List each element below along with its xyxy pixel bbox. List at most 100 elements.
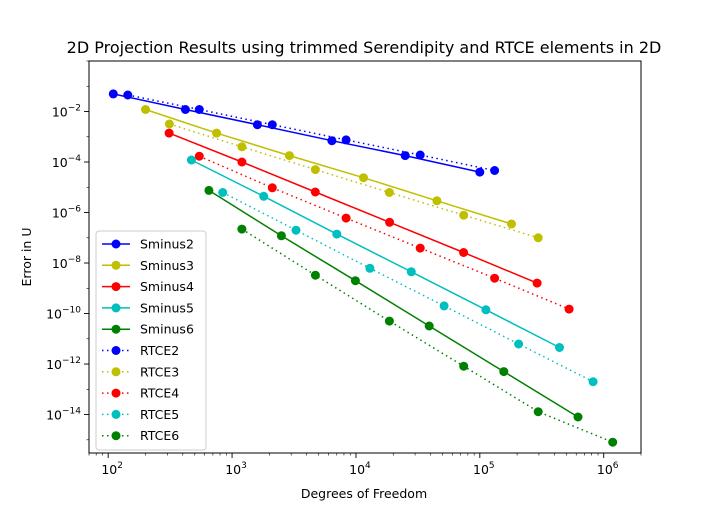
legend-box (95, 230, 207, 451)
data-point-Sminus6 (424, 321, 434, 331)
data-point-Sminus2 (327, 136, 337, 146)
legend-label-RTCE3: RTCE3 (140, 364, 179, 379)
data-point-RTCE5 (439, 301, 449, 311)
x-tick-label: 104 (349, 461, 371, 477)
data-point-RTCE3 (459, 210, 469, 220)
y-tick-label: 10−8 (52, 255, 81, 271)
data-point-Sminus4 (532, 278, 542, 288)
data-point-RTCE5 (218, 188, 228, 197)
data-point-Sminus6 (573, 412, 583, 422)
legend-marker-RTCE5 (111, 409, 121, 419)
data-point-RTCE6 (608, 437, 618, 447)
series-Sminus4 (164, 128, 542, 288)
series-line-Sminus3 (145, 108, 512, 225)
legend-marker-Sminus3 (111, 260, 121, 270)
series-RTCE3 (164, 119, 543, 243)
data-point-Sminus4 (385, 217, 395, 227)
series-line-Sminus6 (208, 189, 579, 418)
data-point-RTCE5 (588, 377, 598, 387)
legend-marker-Sminus4 (111, 282, 121, 292)
data-point-Sminus6 (499, 367, 509, 377)
data-point-Sminus3 (212, 128, 222, 138)
data-point-Sminus4 (237, 157, 247, 167)
legend-label-RTCE6: RTCE6 (140, 428, 179, 443)
legend-marker-RTCE6 (111, 431, 121, 441)
data-point-RTCE3 (310, 165, 320, 175)
data-point-RTCE6 (310, 270, 320, 280)
data-point-Sminus5 (555, 343, 564, 352)
data-point-Sminus4 (459, 248, 469, 257)
legend-label-Sminus2: Sminus2 (140, 237, 194, 252)
chart-title: 2D Projection Results using trimmed Sere… (67, 38, 662, 57)
data-point-Sminus5 (186, 155, 196, 165)
series-line-RTCE4 (199, 155, 570, 310)
legend-label-Sminus5: Sminus5 (140, 300, 194, 315)
data-point-RTCE2 (194, 105, 204, 114)
data-point-Sminus3 (141, 105, 150, 114)
data-point-Sminus5 (481, 305, 491, 315)
series-RTCE4 (194, 151, 574, 314)
series-Sminus6 (204, 185, 583, 422)
data-point-RTCE4 (194, 151, 204, 161)
y-tick-label: 10−12 (46, 356, 81, 372)
x-tick-label: 106 (597, 461, 619, 477)
legend-item-RTCE5: RTCE5 (102, 407, 179, 422)
series-Sminus3 (141, 105, 516, 229)
data-point-Sminus6 (350, 276, 360, 286)
legend-label-RTCE5: RTCE5 (140, 407, 179, 422)
y-tick-label: 10−2 (52, 104, 81, 120)
legend-label-RTCE4: RTCE4 (140, 386, 179, 401)
legend-item-RTCE2: RTCE2 (102, 343, 179, 358)
y-tick-label: 10−4 (52, 154, 81, 170)
series-line-RTCE6 (241, 228, 613, 443)
data-point-Sminus3 (284, 151, 294, 161)
data-point-RTCE5 (514, 339, 524, 349)
series-RTCE5 (218, 188, 598, 387)
legend-label-RTCE2: RTCE2 (140, 343, 179, 358)
data-point-RTCE3 (533, 233, 543, 243)
data-point-Sminus3 (359, 173, 368, 183)
legend-label-Sminus6: Sminus6 (140, 322, 194, 337)
legend-item-Sminus6: Sminus6 (102, 322, 194, 337)
data-point-RTCE6 (384, 316, 394, 326)
data-point-Sminus4 (310, 187, 320, 197)
legend-marker-RTCE4 (111, 388, 121, 398)
data-point-Sminus5 (259, 191, 269, 201)
legend-label-Sminus4: Sminus4 (140, 279, 194, 294)
data-point-RTCE4 (564, 304, 574, 314)
ticks-layer: 102 103 104 105 106 10−14 10−12 10−10 10−8 10−6 10… (46, 60, 642, 477)
data-point-RTCE4 (267, 183, 277, 193)
legend-marker-Sminus2 (111, 239, 121, 249)
legend-item-Sminus2: Sminus2 (102, 237, 194, 252)
data-point-Sminus5 (406, 267, 416, 277)
data-point-RTCE2 (415, 150, 425, 160)
data-point-Sminus4 (164, 128, 174, 138)
data-point-Sminus2 (252, 120, 262, 130)
legend-label-Sminus3: Sminus3 (140, 258, 194, 273)
series-line-RTCE5 (222, 191, 594, 383)
data-point-RTCE2 (267, 120, 277, 130)
data-point-RTCE5 (365, 263, 375, 273)
legend-item-RTCE3: RTCE3 (102, 364, 179, 379)
data-point-Sminus6 (276, 231, 286, 241)
x-tick-label: 102 (101, 461, 123, 477)
legend: Sminus2 Sminus3 Sminus4 Sminus5 Sminus6 RTCE2… (95, 230, 207, 451)
legend-item-Sminus4: Sminus4 (102, 279, 194, 294)
legend-marker-RTCE2 (111, 346, 121, 355)
data-point-RTCE2 (123, 90, 133, 100)
legend-item-RTCE4: RTCE4 (102, 386, 179, 401)
data-point-RTCE4 (415, 243, 425, 253)
series-Sminus5 (186, 155, 564, 352)
data-point-Sminus3 (432, 196, 442, 206)
data-point-RTCE6 (533, 407, 543, 417)
series-RTCE2 (123, 90, 500, 175)
x-tick-label: 103 (225, 461, 247, 477)
series-line-RTCE2 (127, 94, 495, 172)
data-point-RTCE2 (490, 166, 500, 175)
y-tick-label: 10−14 (46, 407, 81, 423)
data-point-Sminus5 (332, 229, 342, 239)
data-point-Sminus2 (475, 167, 485, 177)
legend-item-Sminus5: Sminus5 (102, 300, 194, 315)
series-line-Sminus4 (168, 132, 538, 284)
